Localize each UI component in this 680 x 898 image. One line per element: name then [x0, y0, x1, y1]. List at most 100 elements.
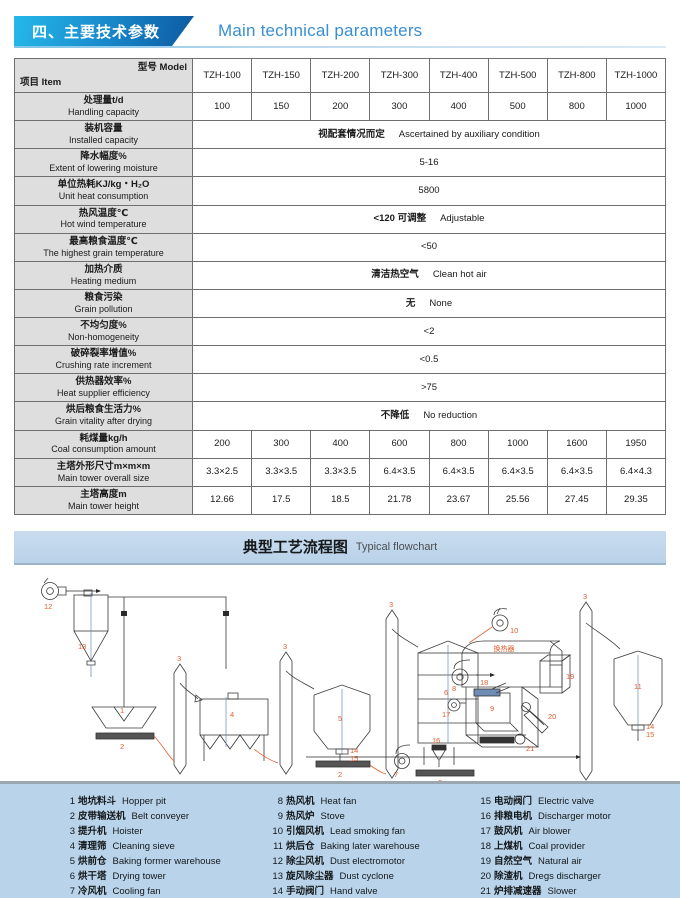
callout-7: 7: [394, 770, 398, 779]
legend-item-number: 15: [480, 795, 491, 807]
callout-2c: 2: [438, 778, 442, 781]
row-label-cn: 主塔外形尺寸m×m×m: [56, 460, 151, 472]
row-label-cn: 不均匀度%: [80, 320, 127, 331]
callout-18: 18: [480, 678, 488, 687]
legend-item: 12 除尘风机 Dust electromotor: [270, 854, 472, 869]
table-row: 加热介质 Heating medium 清洁热空气 Clean hot air: [14, 260, 666, 290]
row-label-en: Non-homogeneity: [67, 331, 140, 342]
legend-item-cn: 热风炉: [286, 810, 315, 822]
row-label-cell: 粮食污染 Grain pollution: [14, 288, 193, 319]
legend-item-en: Dregs discharger: [528, 870, 601, 882]
model-header-cell: TZH-150: [251, 58, 312, 93]
corner-model-label: 型号 Model: [138, 62, 187, 74]
legend-item: 9 热风炉 Stove: [270, 809, 472, 824]
row-label-cell: 主塔高度m Main tower height: [14, 485, 193, 515]
legend-item-en: Cleaning sieve: [112, 840, 175, 852]
row-label-en: Extent of lowering moisture: [49, 163, 158, 174]
equipment-belt-2a: [95, 732, 155, 740]
row-label-cn: 处理量t/d: [83, 95, 124, 106]
row-label-cn: 粮食污染: [84, 291, 123, 303]
legend-item-en: Hopper pit: [122, 795, 166, 807]
legend-item-cn: 手动阀门: [286, 885, 325, 897]
merged-value-cell: 无 None: [192, 288, 666, 319]
equipment-air-blower-17: [447, 698, 466, 712]
corner-item-en: Item: [41, 77, 62, 89]
value-cell: 400: [428, 91, 489, 122]
equipment-pre-dry-silo-5: [313, 684, 371, 761]
value-cell: 1950: [605, 429, 667, 459]
legend-item-cn: 鼓风机: [494, 825, 523, 837]
model-header-cell: TZH-800: [546, 58, 607, 93]
row-label-en: Unit heat consumption: [58, 191, 149, 202]
legend-item-en: Coal provider: [528, 840, 586, 852]
merged-value-cell: <0.5: [192, 345, 666, 375]
value-cell: 25.56: [487, 485, 548, 515]
merged-value-cell: <50: [192, 232, 666, 262]
row-label-cell: 单位热耗KJ/kg・H₂O Unit heat consumption: [14, 176, 193, 206]
value-cell: 800: [546, 91, 607, 122]
table-row: 供热器效率% Heat supplier efficiency >75: [14, 373, 666, 403]
value-cell: 6.4×3.5: [487, 457, 548, 487]
model-header-cell: TZH-300: [369, 58, 430, 93]
legend-item-en: Natural air: [538, 855, 582, 867]
equipment-cleaning-sieve-4: [199, 692, 269, 761]
callout-21: 21: [526, 744, 534, 753]
row-label-cell: 热风温度℃ Hot wind temperature: [14, 204, 193, 234]
row-label-cell: 加热介质 Heating medium: [14, 260, 193, 290]
callout-3d: 3: [583, 592, 587, 601]
value-cell: 18.5: [310, 485, 371, 515]
legend-item-number: 17: [480, 825, 491, 837]
row-label-cn: 加热介质: [84, 263, 123, 275]
legend-item-cn: 皮带输送机: [78, 810, 126, 822]
value-cell: 6.4×3.5: [369, 457, 430, 487]
row-label-en: Handling capacity: [67, 106, 140, 117]
legend-item-cn: 排粮电机: [494, 810, 533, 822]
table-row: 不均匀度% Non-homogeneity <2: [14, 316, 666, 347]
value-cell: 27.45: [546, 485, 607, 515]
callout-9: 9: [490, 704, 494, 713]
legend-item-en: Baking later warehouse: [320, 840, 420, 852]
row-label-cell: 处理量t/d Handling capacity: [14, 91, 193, 122]
equipment-belt-2b: [315, 760, 371, 768]
value-cell: 3.3×3.5: [251, 457, 312, 487]
table-row: 烘后粮食生活力% Grain vitality after drying 不降低 No…: [14, 401, 666, 431]
table-row: 装机容量 Installed capacity 视配套情况而定 Ascertained…: [14, 120, 666, 150]
callout-8: 8: [452, 684, 456, 693]
row-label-en: Coal consumption amount: [51, 444, 156, 455]
row-label-cell: 破碎裂率增值% Crushing rate increment: [14, 345, 193, 375]
callout-11: 11: [634, 682, 642, 691]
callout-1: 1: [120, 706, 124, 715]
flowchart-legend: 1 地坑料斗 Hopper pit 2 皮带输送机 Belt conveyer 3 提升机 Ho…: [0, 780, 680, 898]
value-cell: 6.4×3.5: [428, 457, 489, 487]
callout-3a: 3: [177, 654, 181, 663]
legend-item-cn: 除渣机: [494, 870, 523, 882]
merged-value-cell: >75: [192, 373, 666, 403]
merged-value-en: 5800: [418, 185, 440, 196]
equipment-after-dry-silo-11: [613, 650, 663, 741]
row-label-cell: 不均匀度% Non-homogeneity: [14, 316, 193, 347]
legend-item: 20 除渣机 Dregs discharger: [478, 869, 680, 884]
merged-value-en: Adjustable: [440, 213, 485, 225]
callout-3c: 3: [389, 600, 393, 609]
value-cell: 200: [310, 91, 371, 122]
value-cell: 17.5: [251, 485, 312, 515]
legend-item-en: Discharger motor: [538, 810, 611, 822]
equipment-hoister-3d: [579, 601, 621, 781]
callout-19: 19: [566, 672, 574, 681]
legend-item-number: 16: [480, 810, 491, 822]
legend-item: 2 皮带输送机 Belt conveyer: [62, 809, 264, 824]
legend-item-number: 6: [69, 870, 75, 882]
legend-item-number: 2: [69, 810, 75, 822]
legend-item-cn: 旋风除尘器: [286, 870, 334, 882]
legend-item-en: Stove: [320, 810, 345, 822]
legend-item: 5 烘前仓 Baking former warehouse: [62, 854, 264, 869]
legend-item-cn: 烘干塔: [78, 870, 107, 882]
merged-value-cell: 视配套情况而定 Ascertained by auxiliary conditio…: [192, 120, 666, 150]
merged-value-cn: 无: [405, 297, 416, 309]
legend-item: 13 旋风除尘器 Dust cyclone: [270, 869, 472, 884]
legend-item: 1 地坑料斗 Hopper pit: [62, 794, 264, 809]
legend-item-number: 8: [277, 795, 283, 807]
row-label-cn: 装机容量: [84, 123, 123, 135]
legend-item: 4 清理筛 Cleaning sieve: [62, 839, 264, 854]
row-label-cn: 降水幅度%: [80, 151, 127, 163]
